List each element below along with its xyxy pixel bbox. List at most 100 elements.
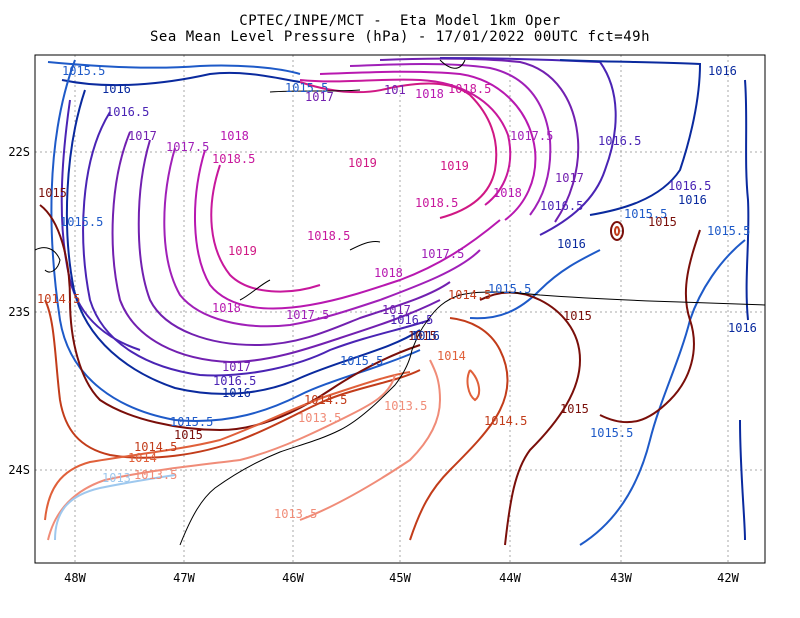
contour-label: 1014.5 (37, 292, 80, 306)
coastline-segment (269, 89, 361, 93)
contour-label: 1016 (411, 329, 440, 343)
isobar-1015-5 (47, 61, 301, 75)
contour-label: 1016.5 (598, 134, 641, 148)
contour-label: 1019 (440, 159, 469, 173)
contour-label: 101 (384, 83, 406, 97)
contour-label: 1017.5 (286, 308, 329, 322)
contour-label: 1014 (437, 349, 466, 363)
contour-label: 1018 (493, 186, 522, 200)
coastline-segment (179, 291, 766, 546)
isobar-1016-5 (439, 57, 617, 236)
x-tick-label: 47W (173, 571, 195, 585)
isobar-1017 (111, 131, 441, 364)
isobar-1017-5 (349, 63, 552, 216)
isobar-contours (39, 57, 750, 546)
contour-label: 1013 (102, 471, 131, 485)
contour-label: 1013.5 (274, 507, 317, 521)
contour-label: 1016 (678, 193, 707, 207)
isobar-1018-5 (299, 78, 512, 206)
contour-label: 1018.5 (307, 229, 350, 243)
contour-label: 1018 (415, 87, 444, 101)
isobar-1013-5 (299, 359, 442, 521)
contour-label: 1016 (708, 64, 737, 78)
contour-label: 1016.5 (540, 199, 583, 213)
isobar-1016 (744, 79, 750, 321)
isobar-1015-5 (50, 59, 421, 422)
isobar-1014-5 (409, 317, 509, 541)
contour-label: 1015 (560, 402, 589, 416)
isobar-1014-5 (44, 299, 421, 459)
isobar-1013-5 (47, 374, 396, 541)
isobar-1013 (54, 474, 176, 541)
x-tick-label: 44W (499, 571, 521, 585)
y-tick-label: 24S (8, 463, 30, 477)
contour-label: 1015.5 (170, 415, 213, 429)
contour-label: 1017 (555, 171, 584, 185)
coastline (34, 59, 766, 546)
contour-label: 1014.5 (484, 414, 527, 428)
contour-label: 1015 (563, 309, 592, 323)
contour-label: 1014 (128, 451, 157, 465)
contour-label: 1015.5 (340, 354, 383, 368)
x-tick-label: 42W (717, 571, 739, 585)
isobar-1017-5 (163, 147, 481, 328)
coastline-segment (439, 59, 466, 69)
low-center-inner (614, 226, 620, 236)
contour-label: 1013.5 (298, 411, 341, 425)
contour-label: 1018 (212, 301, 241, 315)
contour-label: 1015.5 (60, 215, 103, 229)
contour-label: 1016 (728, 321, 757, 335)
contour-label: 1018.5 (415, 196, 458, 210)
isobar-1018 (194, 149, 501, 310)
contour-label: 1013.5 (384, 399, 427, 413)
isobar-1014 (44, 371, 411, 521)
contour-label: 1015.5 (590, 426, 633, 440)
map-title-line-2: Sea Mean Level Pressure (hPa) - 17/01/20… (149, 29, 650, 45)
isobar-1015-5 (469, 249, 601, 320)
contour-labels: 1015.510161016.510171017.510181018.51015… (37, 64, 757, 521)
map-frame (34, 54, 766, 564)
isobar-1016 (65, 89, 421, 395)
contour-label: 1016.5 (106, 105, 149, 119)
isobar-1016-5 (82, 111, 431, 377)
isobar-1018 (319, 70, 537, 221)
contour-label: 1016 (557, 237, 586, 251)
isobar-1015 (479, 291, 582, 546)
isobar-1018-5 (210, 164, 321, 293)
contour-label: 1016.5 (668, 179, 711, 193)
contour-label: 1014.5 (304, 393, 347, 407)
contour-label: 1018 (220, 129, 249, 143)
axis-ticks: 48W 47W 46W 45W 44W 43W 42W 22S 23S 24S (8, 145, 739, 585)
contour-label: 1015.5 (285, 81, 328, 95)
contour-label: 1018.5 (212, 152, 255, 166)
contour-label: 1015.5 (62, 64, 105, 78)
contour-label: 1018.5 (448, 82, 491, 96)
contour-label: 1019 (348, 156, 377, 170)
isobar-1019 (299, 81, 498, 219)
contour-label: 1015 (38, 186, 67, 200)
contour-label: 1014.5 (448, 288, 491, 302)
x-tick-label: 46W (282, 571, 304, 585)
contour-label: 1016 (102, 82, 131, 96)
contour-label: 1017 (222, 360, 251, 374)
coastline-segment (239, 279, 271, 301)
isobar-1015 (39, 204, 421, 432)
contour-label: 1017 (128, 129, 157, 143)
isobar-1017 (137, 139, 451, 347)
contour-label: 1017.5 (421, 247, 464, 261)
contour-label: 1017 (305, 90, 334, 104)
coastline-segment (34, 247, 61, 273)
contour-label: 1013.5 (134, 468, 177, 482)
contour-label: 1014.5 (134, 440, 177, 454)
contour-label: 1015 (648, 215, 677, 229)
x-tick-label: 48W (64, 571, 86, 585)
contour-label: 1015.5 (707, 224, 750, 238)
contour-label: 1016.5 (213, 374, 256, 388)
contour-label: 1016 (222, 386, 251, 400)
contour-label: 1016.5 (390, 313, 433, 327)
map-title-line-1: CPTEC/INPE/MCT - Eta Model 1km Oper (239, 13, 561, 29)
x-tick-label: 43W (610, 571, 632, 585)
isobar-1016 (559, 59, 702, 216)
contour-label: 1015 (408, 329, 437, 343)
